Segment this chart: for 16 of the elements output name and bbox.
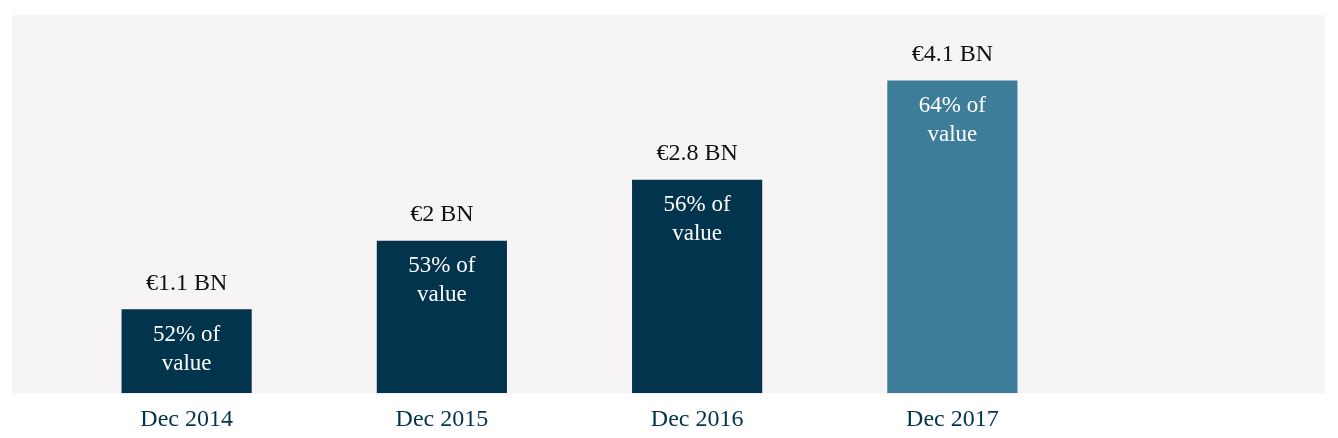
- annotation: 64% of value: [918, 92, 987, 147]
- x-tick-label: Dec 2017: [906, 404, 999, 431]
- data-label: €2.8 BN: [656, 138, 738, 165]
- x-tick-label: Dec 2016: [650, 404, 744, 431]
- data-label: €2 BN: [410, 199, 474, 226]
- bar: [632, 179, 763, 394]
- x-tick-label: Dec 2014: [140, 404, 233, 431]
- data-label: €4.1 BN: [911, 39, 994, 66]
- annotation: 56% of value: [663, 191, 731, 246]
- bar: [376, 240, 507, 394]
- annotation: 52% of value: [153, 320, 221, 375]
- data-label: €1.1 BN: [145, 268, 228, 295]
- x-tick-label: Dec 2015: [395, 404, 489, 431]
- annotation: 53% of value: [408, 252, 476, 307]
- bar: [887, 80, 1018, 394]
- bar: [121, 309, 252, 394]
